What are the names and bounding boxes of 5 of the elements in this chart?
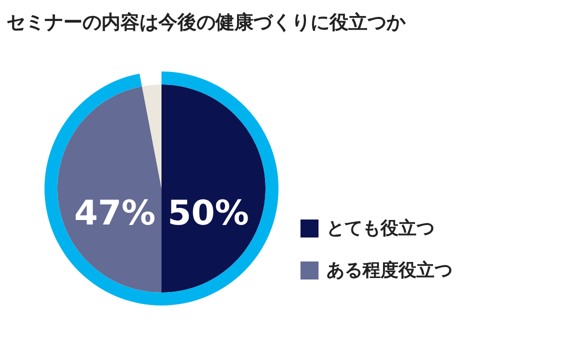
legend-label: ある程度役立つ — [326, 260, 452, 281]
legend-label: とても役立つ — [326, 218, 434, 239]
chart-title: セミナーの内容は今後の健康づくりに役立つか — [6, 12, 406, 34]
data-label: 47% — [74, 194, 156, 234]
data-label: 50% — [168, 194, 249, 234]
